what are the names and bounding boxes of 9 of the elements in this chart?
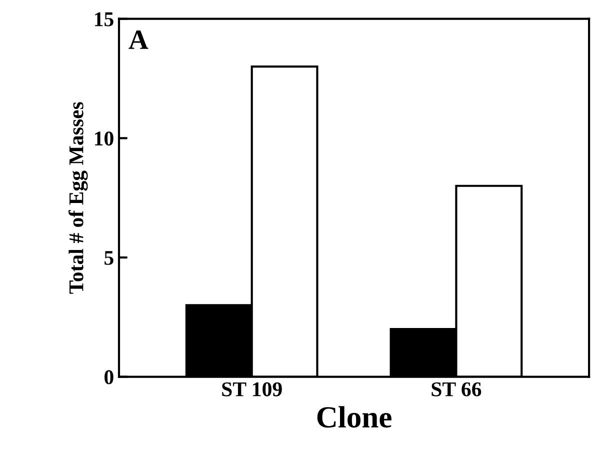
y-tick-label: 0 [104, 370, 114, 384]
x-tick-label: ST 109 [222, 382, 282, 396]
x-tick-label: ST 66 [432, 382, 482, 396]
y-tick-label: 10 [94, 132, 114, 146]
y-axis-title: Total # of Egg Masses [68, 102, 88, 294]
y-tick-label: 15 [94, 12, 114, 26]
x-axis-title: Clone [317, 406, 392, 428]
y-tick-label: 5 [104, 251, 114, 265]
annotation: A [128, 30, 148, 49]
